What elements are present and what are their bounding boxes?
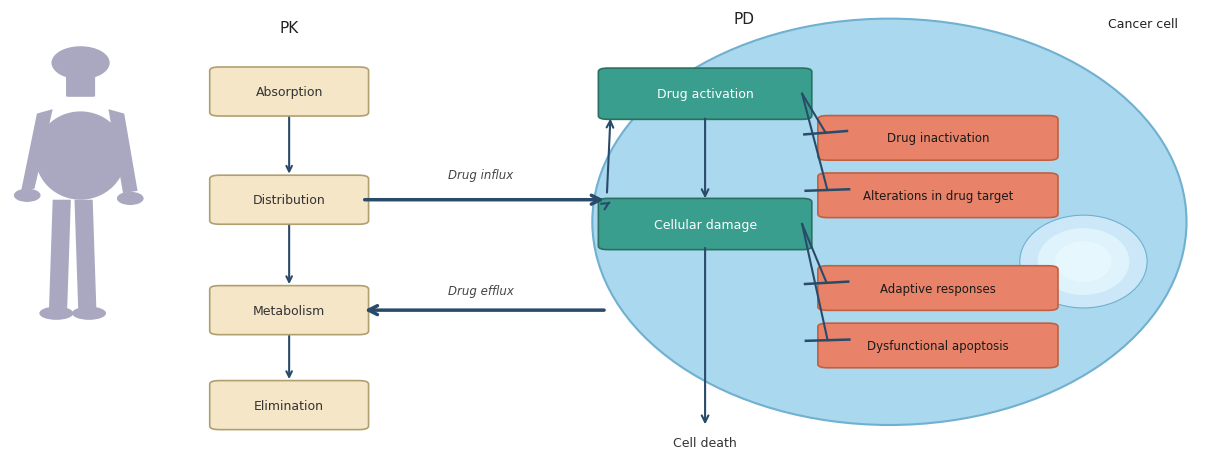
FancyBboxPatch shape xyxy=(598,199,812,250)
Text: Elimination: Elimination xyxy=(254,399,324,412)
Text: Distribution: Distribution xyxy=(253,194,326,207)
Text: Absorption: Absorption xyxy=(255,86,322,99)
Ellipse shape xyxy=(117,192,144,206)
FancyBboxPatch shape xyxy=(598,69,812,120)
FancyBboxPatch shape xyxy=(818,116,1057,161)
FancyBboxPatch shape xyxy=(818,324,1057,368)
Ellipse shape xyxy=(592,20,1187,425)
Text: Alterations in drug target: Alterations in drug target xyxy=(863,189,1013,202)
Text: Drug inactivation: Drug inactivation xyxy=(886,132,989,145)
Text: Drug efflux: Drug efflux xyxy=(448,284,514,297)
Polygon shape xyxy=(49,200,71,308)
Text: Cancer cell: Cancer cell xyxy=(1107,17,1178,30)
Ellipse shape xyxy=(35,112,126,200)
Polygon shape xyxy=(21,110,53,192)
Text: Dysfunctional apoptosis: Dysfunctional apoptosis xyxy=(867,339,1009,352)
Ellipse shape xyxy=(39,307,73,320)
FancyBboxPatch shape xyxy=(210,286,369,335)
Polygon shape xyxy=(74,200,96,308)
Ellipse shape xyxy=(1055,242,1111,283)
FancyBboxPatch shape xyxy=(210,176,369,225)
Text: Adaptive responses: Adaptive responses xyxy=(880,282,996,295)
Ellipse shape xyxy=(1038,229,1129,295)
FancyBboxPatch shape xyxy=(210,68,369,117)
Text: PK: PK xyxy=(280,21,299,36)
Text: Drug activation: Drug activation xyxy=(657,88,753,101)
FancyBboxPatch shape xyxy=(818,266,1057,311)
FancyBboxPatch shape xyxy=(210,381,369,430)
Text: Metabolism: Metabolism xyxy=(253,304,325,317)
FancyBboxPatch shape xyxy=(818,174,1057,218)
Ellipse shape xyxy=(13,189,40,202)
FancyBboxPatch shape xyxy=(66,76,95,97)
Text: Cellular damage: Cellular damage xyxy=(653,218,757,231)
Ellipse shape xyxy=(72,307,106,320)
Text: Cell death: Cell death xyxy=(673,436,737,449)
Ellipse shape xyxy=(1020,216,1147,308)
Text: Drug influx: Drug influx xyxy=(448,168,513,182)
Polygon shape xyxy=(109,110,138,194)
Text: PD: PD xyxy=(734,12,755,27)
Ellipse shape xyxy=(51,47,110,80)
